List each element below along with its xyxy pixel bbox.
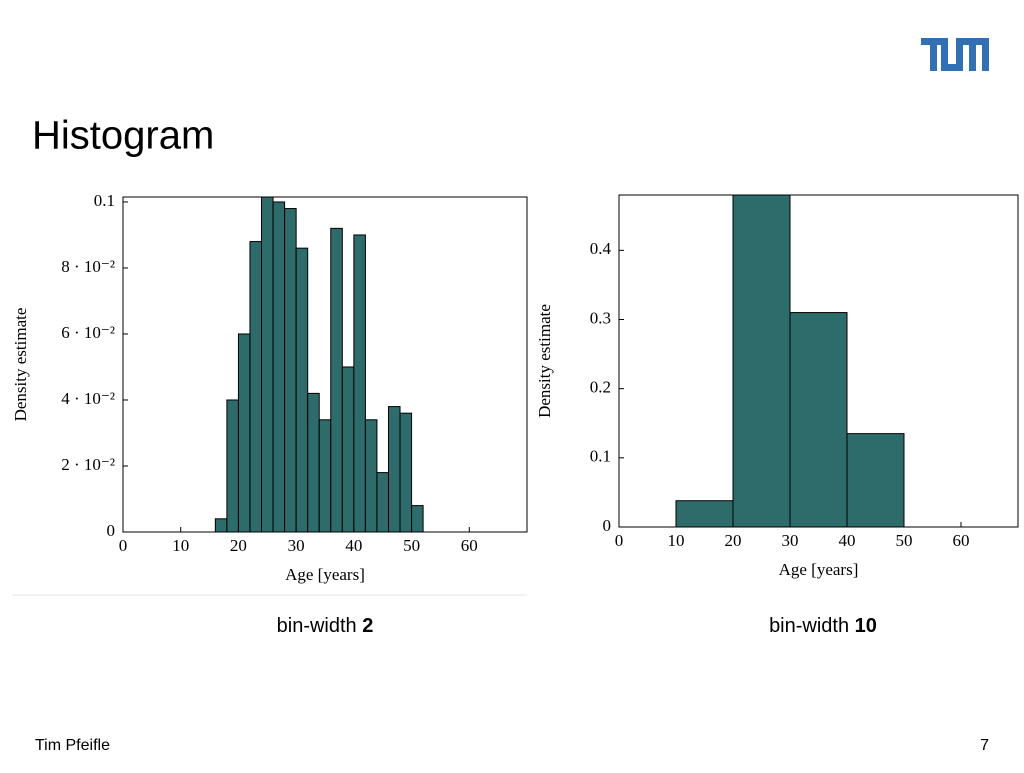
bar xyxy=(284,208,297,532)
bar xyxy=(341,366,355,532)
caption-value: 2 xyxy=(362,615,373,637)
x-tick-label: 50 xyxy=(896,531,913,550)
plot xyxy=(214,197,424,532)
bar xyxy=(376,472,389,532)
bar xyxy=(399,412,413,532)
caption-label: bin-width xyxy=(769,615,849,637)
bar xyxy=(411,505,424,532)
x-tick-label: 0 xyxy=(615,531,624,550)
x-tick-label: 40 xyxy=(839,531,856,550)
caption-label: bin-width xyxy=(277,615,357,637)
bar xyxy=(387,406,401,532)
bar xyxy=(261,197,274,532)
bar xyxy=(732,195,791,527)
y-tick-label: 4 · 10⁻² xyxy=(61,389,115,408)
x-tick-label: 60 xyxy=(461,536,478,555)
page-number: 7 xyxy=(980,737,989,754)
footer-author: Tim Pfeifle xyxy=(35,737,110,754)
bar xyxy=(846,433,905,527)
x-axis-label: Age [years] xyxy=(779,560,859,579)
bar xyxy=(307,392,320,532)
y-tick-label: 6 · 10⁻² xyxy=(61,323,115,342)
y-tick-label: 0.4 xyxy=(590,239,612,258)
y-axis-label: Density estimate xyxy=(11,308,30,422)
x-tick-label: 10 xyxy=(172,536,189,555)
x-tick-label: 0 xyxy=(119,536,128,555)
bar xyxy=(330,227,343,532)
bar xyxy=(249,241,263,532)
y-tick-label: 0.2 xyxy=(590,378,611,397)
axis-box xyxy=(122,196,528,533)
bar xyxy=(272,201,286,532)
y-axis-label: Density estimate xyxy=(535,304,554,418)
bar xyxy=(237,333,251,532)
bar xyxy=(364,419,378,532)
x-tick-label: 20 xyxy=(725,531,742,550)
x-tick-label: 60 xyxy=(953,531,970,550)
x-axis-label: Age [years] xyxy=(285,565,365,584)
slide-title: Histogram xyxy=(32,114,214,158)
bar xyxy=(226,399,239,532)
x-tick-label: 10 xyxy=(668,531,685,550)
caption-value: 10 xyxy=(855,615,877,637)
y-tick-label: 8 · 10⁻² xyxy=(61,257,115,276)
bar xyxy=(789,312,848,527)
bar xyxy=(214,518,228,532)
bar xyxy=(318,419,332,532)
x-tick-label: 20 xyxy=(230,536,247,555)
y-tick-label: 0.1 xyxy=(94,191,115,210)
tum-logo xyxy=(921,38,989,71)
bar xyxy=(295,247,309,532)
bar xyxy=(675,500,734,527)
y-tick-label: 2 · 10⁻² xyxy=(61,455,115,474)
y-tick-label: 0 xyxy=(603,516,612,535)
x-tick-label: 30 xyxy=(782,531,799,550)
plot xyxy=(675,195,905,527)
bar xyxy=(353,234,366,532)
y-tick-label: 0.3 xyxy=(590,308,611,327)
caption: bin-width 10 xyxy=(769,615,877,637)
y-tick-label: 0 xyxy=(107,521,116,540)
x-tick-label: 50 xyxy=(403,536,420,555)
x-tick-label: 30 xyxy=(288,536,305,555)
y-tick-label: 0.1 xyxy=(590,447,611,466)
axis-box xyxy=(618,194,1019,528)
x-tick-label: 40 xyxy=(345,536,362,555)
caption: bin-width 2 xyxy=(277,615,374,637)
